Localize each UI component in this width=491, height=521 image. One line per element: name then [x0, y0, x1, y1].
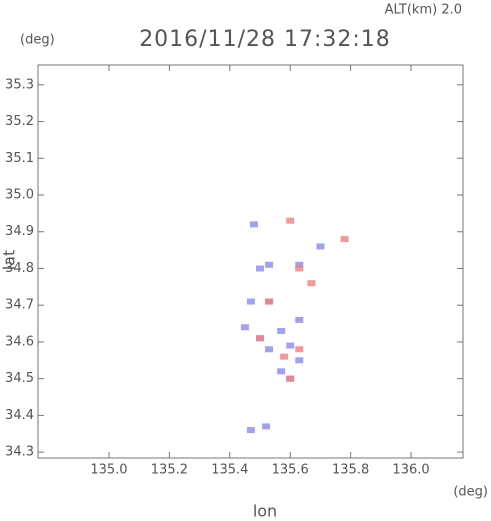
echo-cell — [262, 423, 271, 430]
echo-cell — [307, 280, 316, 287]
echo-cell — [249, 221, 258, 228]
echo-cell — [295, 261, 304, 268]
echo-cell — [280, 353, 289, 360]
echo-cell — [265, 298, 274, 305]
echo-cell — [256, 335, 265, 342]
echo-cell — [277, 368, 286, 375]
x-tick-label: 135.6 — [272, 463, 309, 478]
echo-cell — [286, 217, 295, 224]
y-tick-label: 35.2 — [5, 114, 34, 129]
y-unit: (deg) — [20, 33, 55, 48]
y-axis-label: lat — [0, 250, 19, 271]
echo-cell — [265, 261, 274, 268]
echo-cell — [295, 346, 304, 353]
y-tick-label: 35.1 — [5, 151, 34, 166]
echo-cell — [265, 346, 274, 353]
y-tick-label: 34.8 — [5, 261, 34, 276]
altitude-label: ALT(km) 2.0 — [385, 3, 462, 18]
y-tick-label: 34.7 — [5, 298, 34, 313]
echo-cell — [340, 236, 349, 243]
x-axis-label: lon — [253, 502, 277, 521]
echo-cell — [316, 243, 325, 250]
echo-cell — [256, 265, 265, 272]
echo-cell — [286, 375, 295, 382]
echo-cell — [240, 324, 249, 331]
y-tick-label: 34.4 — [5, 408, 34, 423]
x-tick-label: 135.8 — [332, 463, 369, 478]
y-tick-label: 35.0 — [5, 188, 34, 203]
echo-cell — [295, 316, 304, 323]
plot-frame — [37, 64, 464, 459]
chart-title: 2016/11/28 17:32:18 — [139, 27, 391, 52]
echo-cell — [295, 357, 304, 364]
x-tick-label: 135.4 — [211, 463, 248, 478]
y-tick-label: 34.3 — [5, 445, 34, 460]
x-tick-label: 135.2 — [151, 463, 188, 478]
echo-cell — [246, 427, 255, 434]
x-unit: (deg) — [453, 485, 488, 500]
y-tick-label: 34.5 — [5, 371, 34, 386]
echo-cell — [295, 265, 304, 272]
echo-cell — [286, 342, 295, 349]
y-tick-label: 35.3 — [5, 77, 34, 92]
echo-cell — [277, 327, 286, 334]
y-tick-label: 34.6 — [5, 334, 34, 349]
y-tick-label: 34.9 — [5, 224, 34, 239]
x-tick-label: 136.0 — [392, 463, 429, 478]
x-tick-label: 135.0 — [90, 463, 127, 478]
echo-cell — [246, 298, 255, 305]
